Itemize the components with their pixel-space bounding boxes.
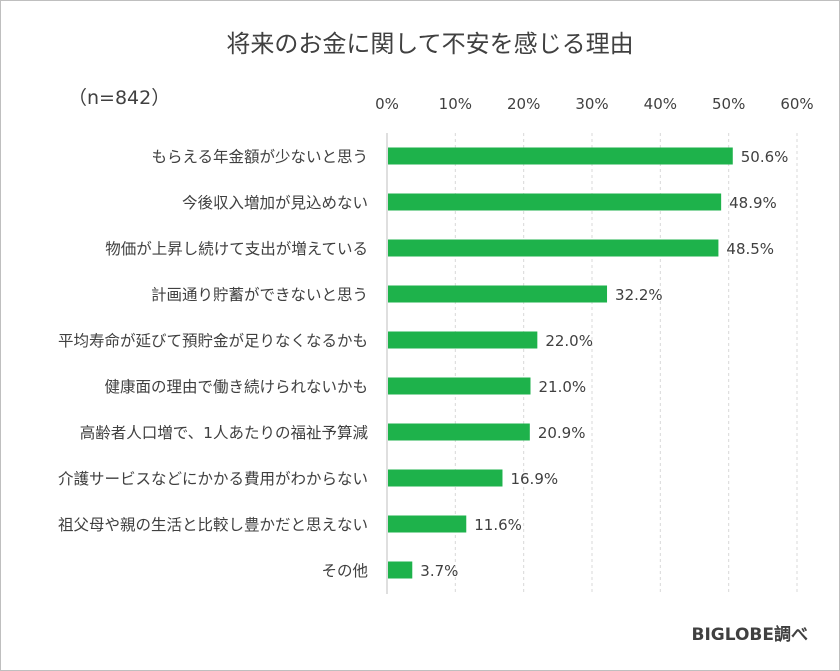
value-label: 11.6%	[474, 516, 522, 534]
bar	[388, 561, 413, 579]
x-tick-label: 10%	[439, 95, 472, 113]
category-label: 物価が上昇し続けて支出が増えている	[105, 240, 368, 258]
value-label: 16.9%	[510, 470, 558, 488]
sample-size-label: （n=842）	[68, 87, 170, 109]
bar	[388, 239, 719, 257]
bar	[388, 423, 530, 441]
category-label: 祖父母や親の生活と比較し豊かだと思えない	[58, 516, 368, 534]
value-labels: 50.6% 48.9% 48.5% 32.2% 22.0% 21.0% 20.9% 16.9%…	[420, 148, 788, 580]
bar	[388, 469, 503, 487]
value-label: 20.9%	[538, 424, 586, 442]
category-label: 今後収入増加が見込めない	[182, 194, 368, 212]
bar	[388, 377, 531, 395]
value-label: 50.6%	[741, 148, 789, 166]
bar	[388, 147, 733, 165]
source-label: BIGLOBE調べ	[692, 624, 809, 645]
category-label: 平均寿命が延びて預貯金が足りなくなるかも	[58, 332, 368, 350]
value-label: 22.0%	[545, 332, 593, 350]
value-label: 3.7%	[420, 562, 458, 580]
chart-title: 将来のお金に関して不安を感じる理由	[226, 30, 633, 58]
category-label: 健康面の理由で働き続けられないかも	[104, 378, 368, 396]
category-label: 介護サービスなどにかかる費用がわからない	[58, 470, 368, 488]
bar	[388, 515, 467, 533]
x-tick-label: 30%	[575, 95, 608, 113]
value-label: 48.5%	[726, 240, 774, 258]
x-tick-label: 40%	[644, 95, 677, 113]
category-labels: もらえる年金額が少ないと思う今後収入増加が見込めない物価が上昇し続けて支出が増え…	[58, 148, 369, 580]
value-label: 32.2%	[615, 286, 663, 304]
bars	[388, 147, 733, 579]
category-label: 計画通り貯蓄ができないと思う	[151, 286, 368, 304]
category-label: 高齢者人口増で、1人あたりの福祉予算減	[80, 423, 369, 442]
bar	[388, 331, 538, 349]
x-tick-label: 0%	[375, 95, 399, 113]
category-label: もらえる年金額が少ないと思う	[151, 148, 368, 166]
x-tick-label: 20%	[507, 95, 540, 113]
value-label: 21.0%	[539, 378, 587, 396]
value-label: 48.9%	[729, 194, 777, 212]
bar	[388, 285, 608, 303]
x-axis-ticks: 0% 10% 20% 30% 40% 50% 60%	[375, 95, 814, 113]
bar	[388, 193, 722, 211]
x-tick-label: 50%	[712, 95, 745, 113]
category-label: その他	[321, 562, 368, 580]
x-tick-label: 60%	[780, 95, 813, 113]
